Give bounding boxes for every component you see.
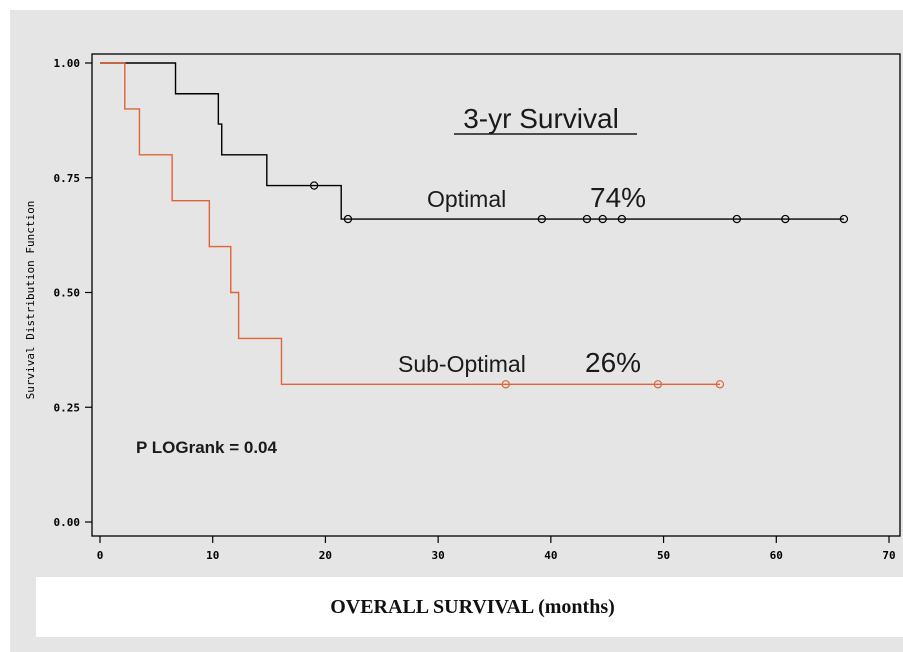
censor-marker (582, 214, 592, 224)
y-tick-label: 0.25 (54, 401, 81, 414)
y-tick-label: 0.00 (54, 516, 81, 529)
series-line-optimal (100, 62, 844, 220)
x-tick-label: 10 (206, 549, 219, 562)
censor-marker (617, 214, 627, 224)
censor-marker (343, 214, 353, 224)
series-label-suboptimal: Sub-Optimal (398, 351, 526, 377)
x-tick-label: 20 (319, 549, 332, 562)
annotation-logrank: P LOGrank = 0.04 (136, 438, 278, 457)
x-axis-label-box: OVERALL SURVIVAL (months) (36, 577, 903, 637)
y-tick-label: 1.00 (54, 57, 81, 70)
censor-marker (839, 214, 849, 224)
censor-marker (501, 380, 510, 389)
x-tick-label: 40 (544, 549, 557, 562)
y-tick-label: 0.50 (54, 287, 81, 300)
censor-marker (537, 214, 547, 224)
x-tick-label: 50 (657, 549, 670, 562)
survival-plot: 0 10 20 30 40 50 60 70 0.00 0.25 0.50 0.75 1.00 Survi… (24, 53, 901, 562)
x-tick-label: 30 (432, 549, 445, 562)
series-label-optimal: Optimal (427, 186, 506, 212)
censor-marker (598, 214, 607, 224)
x-axis-label: OVERALL SURVIVAL (months) (330, 595, 615, 618)
censor-marker (732, 214, 742, 224)
x-tick-label: 0 (97, 549, 104, 562)
censor-marker (781, 214, 790, 224)
chart-title: 3-yr Survival (463, 103, 619, 134)
censor-marker (309, 181, 319, 190)
x-tick-label: 60 (770, 549, 783, 562)
x-tick-label: 70 (882, 549, 895, 562)
series-rate-suboptimal: 26% (585, 347, 641, 378)
y-axis-label: Survival Distribution Function (24, 201, 37, 400)
series-rate-optimal: 74% (590, 182, 646, 213)
censor-marker (653, 380, 663, 389)
figure-panel: 0 10 20 30 40 50 60 70 0.00 0.25 0.50 0.75 1.00 Survi… (10, 10, 903, 652)
series-line-suboptimal (100, 62, 720, 385)
y-tick-label: 0.75 (54, 172, 81, 185)
censor-marker (715, 380, 725, 389)
